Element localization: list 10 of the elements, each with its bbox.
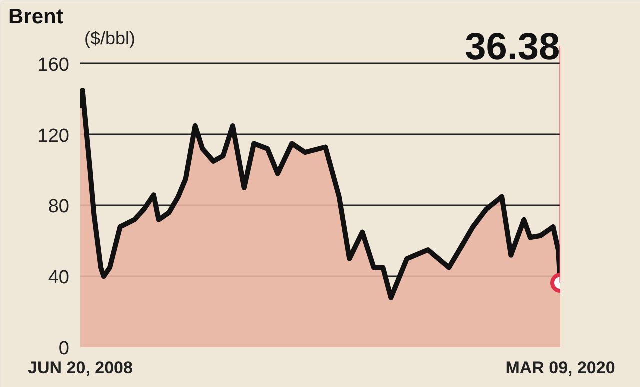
y-tick-label: 0 <box>58 338 70 360</box>
y-axis-title: ($/bbl) <box>84 28 136 48</box>
y-tick-label: 120 <box>38 126 70 147</box>
x-tick-label: MAR 09, 2020 <box>506 358 616 378</box>
annotation: 36.38 <box>465 26 560 69</box>
y-tick-label: 40 <box>48 268 70 289</box>
chart-title: Brent <box>8 6 64 28</box>
x-tick-label: JUN 20, 2008 <box>28 358 133 378</box>
y-tick-label: 80 <box>48 196 70 218</box>
y-tick-label: 160 <box>38 54 70 76</box>
